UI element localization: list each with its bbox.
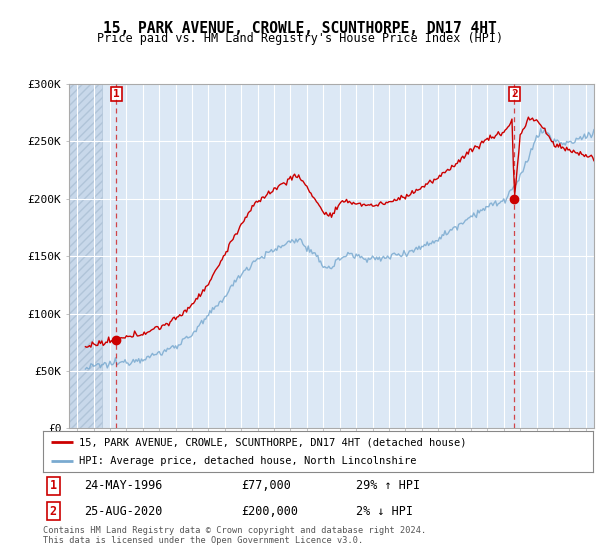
- Bar: [69, 84, 102, 428]
- Text: £200,000: £200,000: [241, 505, 298, 518]
- Text: This data is licensed under the Open Government Licence v3.0.: This data is licensed under the Open Gov…: [43, 536, 364, 545]
- Text: £77,000: £77,000: [241, 479, 291, 492]
- Text: Contains HM Land Registry data © Crown copyright and database right 2024.: Contains HM Land Registry data © Crown c…: [43, 526, 427, 535]
- Text: 25-AUG-2020: 25-AUG-2020: [85, 505, 163, 518]
- Text: 1: 1: [113, 89, 120, 99]
- Text: HPI: Average price, detached house, North Lincolnshire: HPI: Average price, detached house, Nort…: [79, 456, 416, 466]
- Text: 2: 2: [50, 505, 57, 518]
- Text: 2% ↓ HPI: 2% ↓ HPI: [356, 505, 413, 518]
- Text: 15, PARK AVENUE, CROWLE, SCUNTHORPE, DN17 4HT (detached house): 15, PARK AVENUE, CROWLE, SCUNTHORPE, DN1…: [79, 437, 466, 447]
- Text: 29% ↑ HPI: 29% ↑ HPI: [356, 479, 421, 492]
- Text: 24-MAY-1996: 24-MAY-1996: [85, 479, 163, 492]
- Text: 15, PARK AVENUE, CROWLE, SCUNTHORPE, DN17 4HT: 15, PARK AVENUE, CROWLE, SCUNTHORPE, DN1…: [103, 21, 497, 36]
- Text: Price paid vs. HM Land Registry's House Price Index (HPI): Price paid vs. HM Land Registry's House …: [97, 32, 503, 45]
- Text: 2: 2: [511, 89, 518, 99]
- Text: 1: 1: [50, 479, 57, 492]
